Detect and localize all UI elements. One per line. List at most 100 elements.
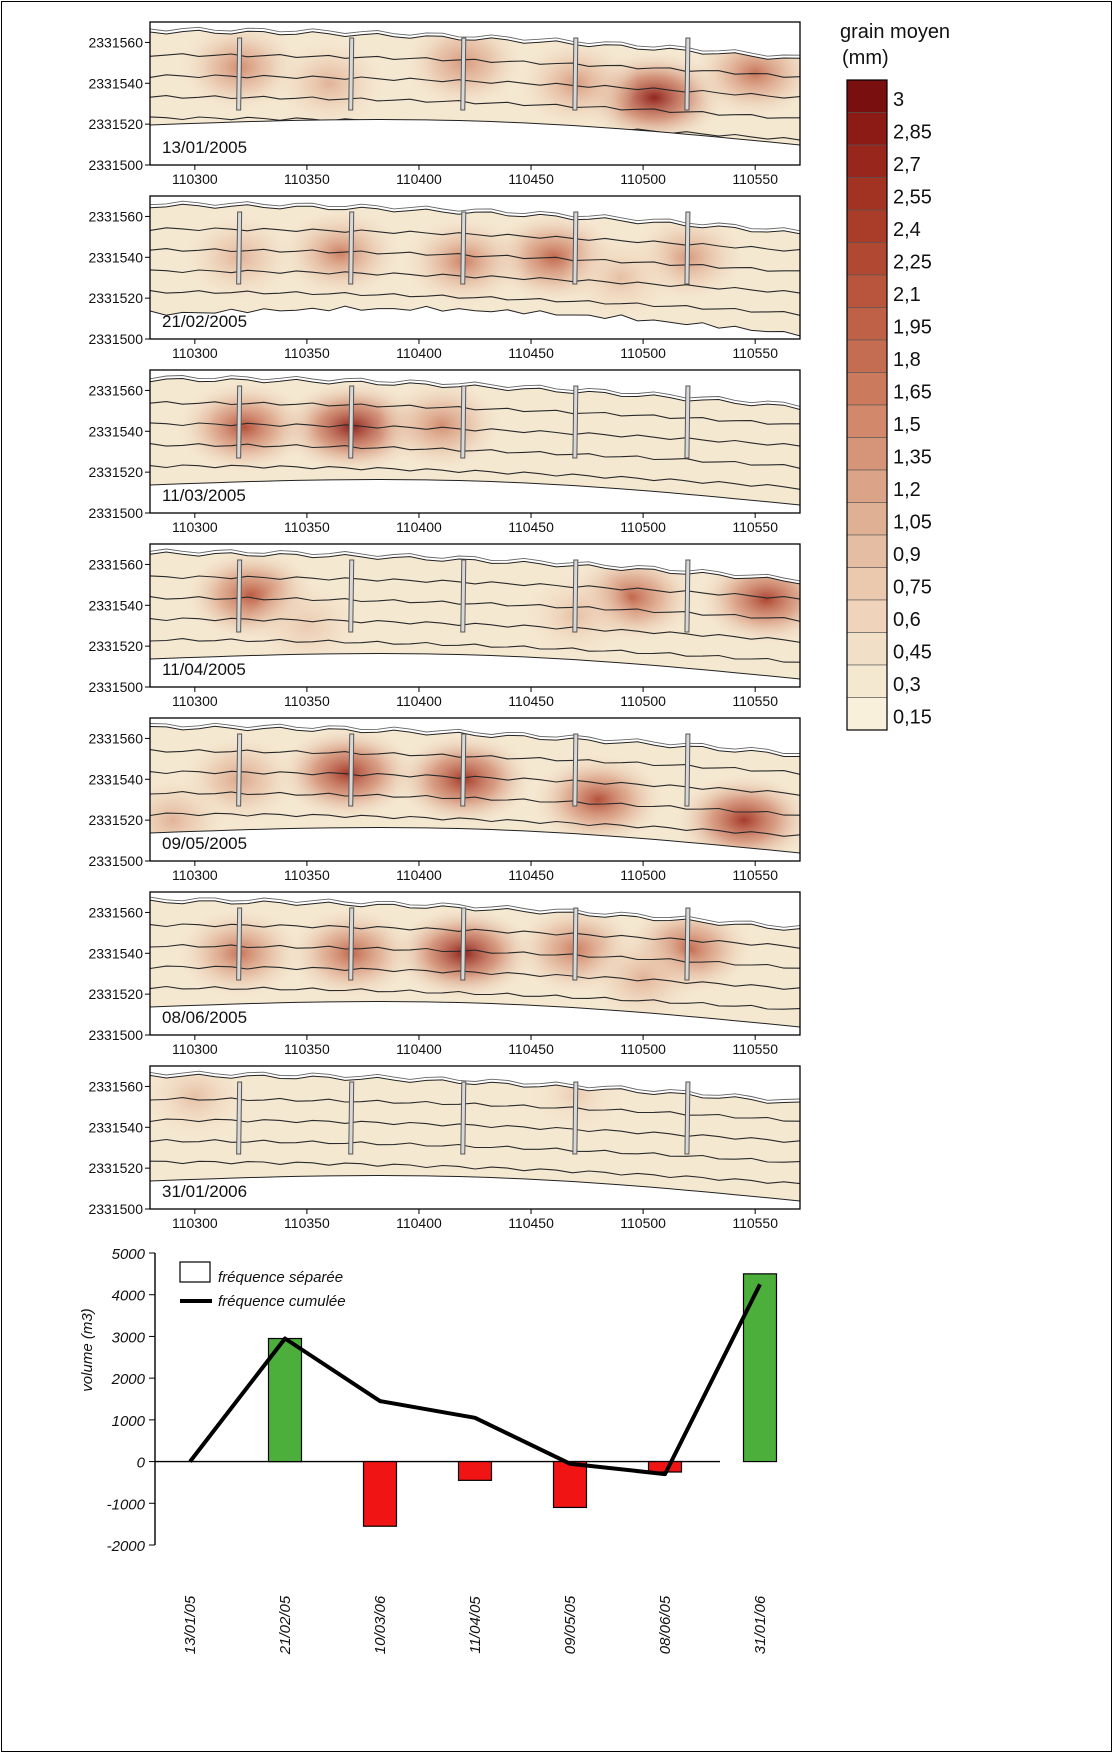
legend-value: 2,7 xyxy=(893,154,921,176)
profile-isoline xyxy=(150,248,800,272)
transect-groyne xyxy=(572,385,579,459)
legend-swatch xyxy=(846,79,888,113)
heatmap-panel: 2331560 2331540 2331520 2331500 110300 110350… xyxy=(88,369,801,535)
legend-value: 1,05 xyxy=(893,512,932,534)
legend-swatch xyxy=(846,144,888,178)
bar-category-label: 08/06/05 xyxy=(657,1595,674,1654)
x-tick-label: 110550 xyxy=(732,1041,778,1057)
x-tick-label: 110500 xyxy=(620,867,666,883)
profile-isoline xyxy=(150,290,800,316)
x-tick-label: 110300 xyxy=(172,171,218,187)
panel-date-label: 11/04/2005 xyxy=(162,660,246,679)
panel-date-label: 13/01/2005 xyxy=(162,138,247,157)
x-tick-label: 110300 xyxy=(172,1041,218,1057)
transect-groyne xyxy=(460,733,467,807)
x-tick-label: 110350 xyxy=(284,345,330,361)
grain-hotspot xyxy=(274,726,421,822)
profile-isoline xyxy=(150,923,800,949)
legend-swatch xyxy=(846,469,888,503)
x-tick-label: 110500 xyxy=(620,693,666,709)
legend-swatch xyxy=(846,209,888,243)
transect-groyne xyxy=(236,907,243,981)
beach-top-line xyxy=(150,725,800,757)
x-tick-label: 110450 xyxy=(508,171,554,187)
y-tick-label: 2331520 xyxy=(88,464,143,480)
y-tick-label: 2331560 xyxy=(88,730,143,746)
x-tick-label: 110400 xyxy=(396,171,442,187)
profile-isoline xyxy=(150,617,800,643)
legend-swatch xyxy=(846,112,888,146)
beach-top-line xyxy=(150,203,800,235)
x-tick-label: 110550 xyxy=(732,693,778,709)
legend-value: 0,6 xyxy=(893,609,921,631)
profile-isoline xyxy=(150,596,800,622)
x-tick-label: 110500 xyxy=(620,1215,666,1231)
volume-bar xyxy=(457,1460,493,1481)
x-tick-label: 110350 xyxy=(284,1041,330,1057)
legend-swatch xyxy=(846,307,888,341)
volume-bar xyxy=(552,1460,588,1509)
legend-value: 2,85 xyxy=(893,122,932,144)
legend-unit: (mm) xyxy=(842,47,889,69)
bar-category-label: 31/01/06 xyxy=(752,1595,769,1654)
bar-y-tick-label: -2000 xyxy=(107,1538,146,1555)
profile-isoline xyxy=(150,269,800,294)
bar-legend-label-cumulee: fréquence cumulée xyxy=(218,1293,346,1310)
shoreline xyxy=(150,26,800,57)
y-tick-label: 2331520 xyxy=(88,116,143,132)
profile-isoline xyxy=(150,1138,800,1163)
panel-date-label: 11/03/2005 xyxy=(162,486,246,505)
beach-bottom-line xyxy=(150,1174,800,1202)
bar-category-label: 21/02/05 xyxy=(277,1595,294,1655)
profile-isoline xyxy=(150,749,800,775)
transect-groyne xyxy=(460,211,467,285)
transect-groyne xyxy=(236,1081,243,1155)
transect-groyne xyxy=(348,211,355,285)
panel-date-label: 08/06/2005 xyxy=(162,1008,247,1027)
y-tick-label: 2331560 xyxy=(88,208,143,224)
legend-swatch xyxy=(846,339,888,373)
x-tick-label: 110400 xyxy=(396,1215,442,1231)
transect-groyne xyxy=(348,907,355,981)
beach-top-line xyxy=(150,29,800,60)
profile-isoline xyxy=(150,1160,800,1185)
bar-y-tick-label: 1000 xyxy=(112,1413,146,1430)
panel-frame xyxy=(149,543,801,688)
legend-value: 1,2 xyxy=(893,479,921,501)
y-tick-label: 2331500 xyxy=(88,157,143,173)
heatmap-panel: 2331560 2331540 2331520 2331500 110300 110350… xyxy=(88,543,801,709)
x-tick-label: 110500 xyxy=(620,171,666,187)
x-tick-label: 110550 xyxy=(732,171,778,187)
y-tick-label: 2331560 xyxy=(88,904,143,920)
grain-hotspot xyxy=(269,35,390,132)
bar-category-label: 11/04/05 xyxy=(467,1596,484,1654)
x-tick-label: 110500 xyxy=(620,345,666,361)
transect-groyne xyxy=(236,385,243,459)
grain-hotspot xyxy=(150,1074,255,1145)
bar-y-tick-label: 2000 xyxy=(111,1371,146,1388)
profile-isoline xyxy=(150,1118,800,1143)
profile-isoline xyxy=(150,443,800,469)
y-tick-label: 2331560 xyxy=(88,34,143,50)
legend-value: 1,95 xyxy=(893,317,932,339)
legend-swatch xyxy=(846,404,888,438)
transect-groyne xyxy=(684,1081,691,1155)
legend-swatch xyxy=(846,664,888,698)
transect-groyne xyxy=(460,907,467,981)
profile-isoline xyxy=(150,464,800,490)
heatmap-panel: 2331560 2331540 2331520 2331500 110300 110350… xyxy=(88,21,801,187)
x-tick-label: 110350 xyxy=(284,867,330,883)
legend-swatch xyxy=(846,599,888,633)
shoreline xyxy=(150,896,800,928)
x-tick-label: 110550 xyxy=(732,867,778,883)
y-tick-label: 2331500 xyxy=(88,1201,143,1217)
transect-groyne xyxy=(348,385,355,459)
transect-groyne xyxy=(460,1081,467,1155)
profile-isoline xyxy=(150,95,800,119)
grain-hotspot xyxy=(583,929,704,1026)
y-tick-label: 2331540 xyxy=(88,945,143,961)
legend-swatch xyxy=(846,372,888,406)
sand-body xyxy=(150,1074,800,1201)
profile-isoline xyxy=(150,401,800,425)
